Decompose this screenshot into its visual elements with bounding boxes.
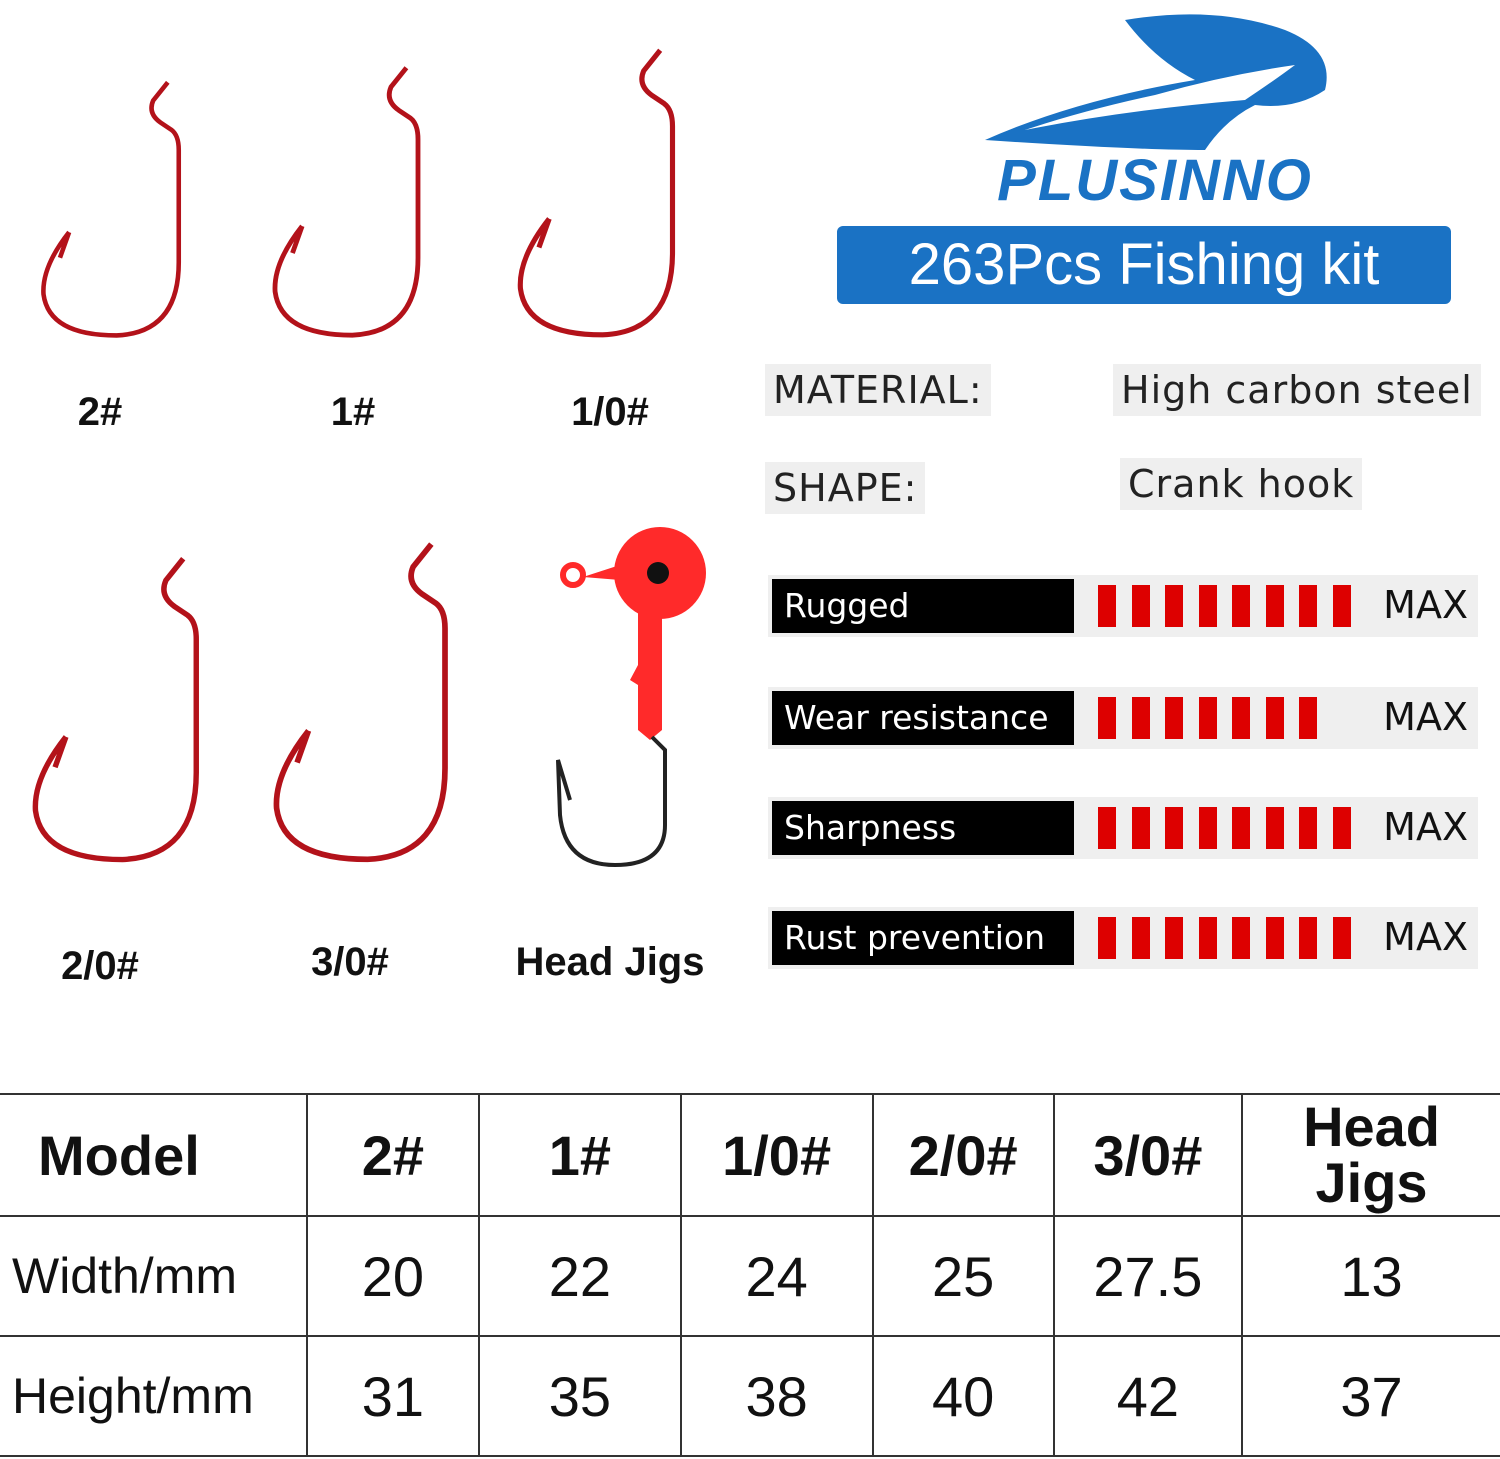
- rating-bar-segment: [1165, 585, 1183, 627]
- rating-bar-segment: [1098, 585, 1116, 627]
- logo-wordmark: PLUSINNO: [997, 148, 1313, 210]
- table-cell: 37: [1241, 1335, 1500, 1457]
- product-label: Head Jigs: [515, 940, 705, 984]
- rating-bar-segment: [1098, 807, 1116, 849]
- table-cell: 31: [305, 1335, 481, 1457]
- table-cell: 20: [305, 1215, 481, 1337]
- table-cell: 38: [679, 1335, 874, 1457]
- table-cell: 40: [871, 1335, 1055, 1457]
- product-label: 2#: [77, 390, 123, 434]
- header-cell: Head Jigs: [1241, 1093, 1500, 1217]
- table-row: Width/mm 20 22 24 25 27.5 13: [0, 1215, 1500, 1337]
- table-cell: 25: [871, 1215, 1055, 1337]
- rating-row: Rust prevention MAX: [768, 907, 1478, 969]
- rating-bar-segment: [1332, 917, 1351, 959]
- rating-label: Rugged: [772, 579, 1074, 633]
- rating-label: Rust prevention: [772, 911, 1074, 965]
- rating-bar-segment: [1165, 807, 1183, 849]
- table-cell: 13: [1241, 1215, 1500, 1337]
- rating-row: Sharpness MAX: [768, 797, 1478, 859]
- rating-row: Rugged MAX: [768, 575, 1478, 637]
- rating-max-label: MAX: [1383, 805, 1468, 849]
- rating-max-label: MAX: [1383, 695, 1468, 739]
- row-label: Width/mm: [0, 1215, 308, 1337]
- rating-bar-segment: [1131, 585, 1150, 627]
- rating-bar-segment: [1232, 697, 1250, 739]
- rating-bar-segment: [1232, 807, 1250, 849]
- rating-bar-segment: [1165, 917, 1183, 959]
- rating-bar-segment: [1131, 917, 1150, 959]
- material-label: MATERIAL:: [765, 364, 991, 416]
- plusinno-logo: PLUSINNO: [985, 14, 1327, 210]
- header-cell: Model: [0, 1093, 308, 1217]
- rating-bar-segment: [1198, 807, 1217, 849]
- table-cell: 22: [478, 1215, 682, 1337]
- rating-label: Wear resistance: [772, 691, 1074, 745]
- material-value: High carbon steel: [1113, 364, 1481, 416]
- header-cell: 1/0#: [679, 1093, 874, 1217]
- hook-3-0-image: [273, 542, 448, 863]
- product-label: 3/0#: [311, 940, 389, 984]
- hook-2-0-image: [32, 556, 199, 863]
- rating-bar-segment: [1265, 917, 1284, 959]
- rating-max-label: MAX: [1383, 583, 1468, 627]
- header-cell: 2#: [305, 1093, 481, 1217]
- table-header-row: Model 2# 1# 1/0# 2/0# 3/0# Head Jigs: [0, 1093, 1500, 1217]
- rating-bar-segment: [1098, 917, 1116, 959]
- header-cell: 2/0#: [871, 1093, 1055, 1217]
- product-label: 2/0#: [61, 944, 139, 988]
- product-label: 1#: [330, 390, 376, 434]
- table-cell: 27.5: [1052, 1215, 1244, 1337]
- rating-bar-segment: [1232, 585, 1250, 627]
- rating-bar-segment: [1232, 917, 1250, 959]
- row-label: Height/mm: [0, 1335, 308, 1457]
- rating-bar-segment: [1265, 697, 1284, 739]
- size-table: Model 2# 1# 1/0# 2/0# 3/0# Head Jigs Wid…: [0, 1093, 1500, 1457]
- rating-bar-segment: [1332, 585, 1351, 627]
- rating-bar-segment: [1198, 585, 1217, 627]
- product-label: 1/0#: [571, 390, 649, 434]
- hook-1-image: [272, 66, 421, 338]
- rating-row: Wear resistance MAX: [768, 687, 1478, 749]
- shape-label: SHAPE:: [765, 462, 926, 514]
- rating-max-label: MAX: [1383, 915, 1468, 959]
- rating-bar-segment: [1299, 697, 1317, 739]
- rating-bar-segment: [1198, 917, 1217, 959]
- rating-bar-segment: [1098, 697, 1116, 739]
- rating-bar-segment: [1198, 697, 1217, 739]
- rating-bar-segment: [1265, 585, 1284, 627]
- table-cell: 42: [1052, 1335, 1244, 1457]
- rating-bar-segment: [1299, 807, 1317, 849]
- table-cell: 24: [679, 1215, 874, 1337]
- table-cell: 35: [478, 1335, 682, 1457]
- rating-bar-segment: [1165, 697, 1183, 739]
- rating-bar-segment: [1299, 917, 1317, 959]
- rating-bar-segment: [1332, 807, 1351, 849]
- shape-value: Crank hook: [1120, 458, 1363, 510]
- kit-banner: 263Pcs Fishing kit: [837, 226, 1451, 304]
- rating-bar-segment: [1131, 697, 1150, 739]
- rating-label: Sharpness: [772, 801, 1074, 855]
- header-cell: 3/0#: [1052, 1093, 1244, 1217]
- table-row: Height/mm 31 35 38 40 42 37: [0, 1335, 1500, 1457]
- rating-bar-segment: [1299, 585, 1317, 627]
- hook-1-0-image: [517, 48, 676, 338]
- rating-bar-segment: [1131, 807, 1150, 849]
- head-jig-image: [556, 527, 706, 868]
- hook-2-image: [41, 80, 182, 338]
- header-cell: 1#: [478, 1093, 682, 1217]
- rating-bar-segment: [1265, 807, 1284, 849]
